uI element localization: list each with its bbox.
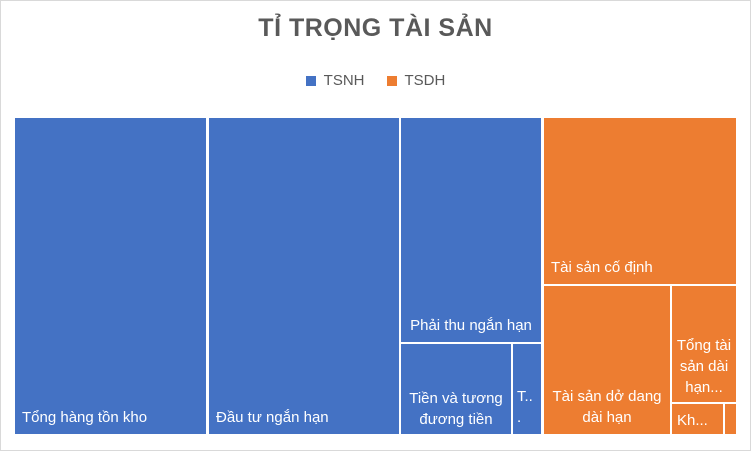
tile-label: Tổng hàng tồn kho bbox=[22, 409, 148, 426]
tile-tai-san-do-dang-dai-han: Tài sản dở dang dài hạn bbox=[542, 284, 672, 436]
legend-swatch-tsdh bbox=[386, 75, 397, 86]
tile-label: Tài sản dở dang dài hạn bbox=[552, 388, 662, 426]
tile-tong-hang-ton-kho: Tổng hàng tồn kho bbox=[13, 116, 208, 436]
tile-tsdh-kh: Kh... bbox=[670, 402, 725, 436]
tile-label: T... bbox=[517, 388, 533, 426]
tile-label: Đầu tư ngắn hạn bbox=[216, 409, 329, 426]
legend-label-tsdh: TSDH bbox=[404, 72, 446, 89]
tile-label: Tiền và tương đương tiền bbox=[409, 390, 503, 428]
legend-label-tsnh: TSNH bbox=[323, 72, 365, 89]
tile-dau-tu-ngan-han: Đầu tư ngắn hạn bbox=[207, 116, 401, 436]
legend: TSNH TSDH bbox=[0, 72, 751, 89]
tile-label: Tài sản cố định bbox=[551, 259, 653, 276]
legend-item-tsnh: TSNH bbox=[305, 72, 365, 89]
legend-item-tsdh: TSDH bbox=[386, 72, 446, 89]
treemap: Tổng hàng tồn kho Đầu tư ngắn hạn Phải t… bbox=[13, 116, 738, 436]
tile-label: Phải thu ngắn hạn bbox=[410, 317, 532, 334]
tile-label: Kh... bbox=[677, 412, 708, 429]
chart-title: TỈ TRỌNG TÀI SẢN bbox=[258, 14, 493, 42]
tile-phai-thu-ngan-han: Phải thu ngắn hạn bbox=[399, 116, 543, 344]
tile-tsnh-small: T... bbox=[511, 342, 543, 436]
tile-tien-va-tuong-duong-tien: Tiền và tương đương tiền bbox=[399, 342, 513, 436]
tile-tsdh-tiny bbox=[723, 402, 738, 436]
tile-label: Tổng tài sản dài hạn... bbox=[676, 337, 732, 396]
tile-tong-tai-san-dai-han: Tổng tài sản dài hạn... bbox=[670, 284, 738, 404]
tile-tai-san-co-dinh: Tài sản cố định bbox=[542, 116, 738, 286]
legend-swatch-tsnh bbox=[305, 75, 316, 86]
